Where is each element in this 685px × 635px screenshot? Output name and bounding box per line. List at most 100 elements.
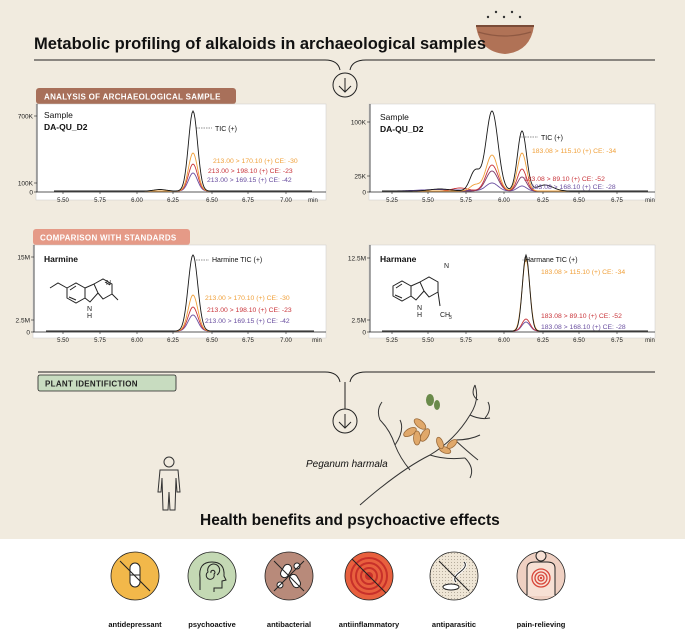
effect-label: pain-relieving	[517, 620, 566, 629]
effect-circle	[187, 551, 237, 601]
plant-name: Peganum harmala	[306, 459, 388, 470]
effect-antibacterial: antibacterial	[264, 551, 314, 629]
transition-label: 183.08 > 89.10 (+) CE: -52	[524, 176, 605, 183]
section-tag-sample: ANALYSIS OF ARCHAEOLOGICAL SAMPLE	[36, 88, 236, 104]
chart-label-line1: Sample	[380, 112, 409, 122]
x-tick-label: min	[645, 198, 655, 204]
pill-crossed-icon	[119, 560, 151, 592]
y-tick-label: 100K	[351, 120, 367, 127]
x-tick-label: min	[312, 338, 322, 344]
chromatogram-trace	[382, 253, 648, 332]
x-tick-label: 5.50	[57, 198, 69, 204]
y-tick-label: 0	[362, 190, 366, 197]
flow-connector-mid	[38, 371, 655, 434]
y-tick-label: 12.5M	[348, 256, 366, 263]
svg-text:PLANT IDENTIFICTION: PLANT IDENTIFICTION	[45, 380, 138, 389]
svg-text:H: H	[87, 313, 92, 320]
y-tick-label: 0	[29, 190, 33, 197]
x-tick-label: 6.00	[131, 198, 143, 204]
y-tick-label: 2.5M	[16, 318, 30, 325]
transition-label: 213.00 > 169.15 (+) CE: -42	[205, 318, 290, 325]
effect-label: antidepressant	[108, 620, 162, 629]
x-tick-label: 6.50	[206, 338, 218, 344]
effect-antiinflammatory: antiinflammatory	[339, 551, 400, 629]
bowl-icon	[476, 10, 534, 54]
y-tick-label: 0	[362, 330, 366, 337]
y-tick-label: 700K	[18, 114, 34, 121]
svg-text:N: N	[87, 306, 92, 313]
x-tick-label: 6.00	[498, 338, 510, 344]
x-tick-label: 7.00	[280, 198, 292, 204]
transition-label: 213.00 > 170.10 (+) CE: -30	[213, 158, 298, 165]
x-tick-label: 7.00	[280, 338, 292, 344]
effect-pain-relieving: pain-relieving	[516, 550, 566, 629]
chart-label: Harmine	[44, 254, 78, 264]
x-tick-label: 5.75	[460, 198, 472, 204]
chromatogram-trace	[54, 109, 312, 192]
svg-text:H: H	[417, 312, 422, 319]
brain-spiral-icon	[199, 561, 227, 592]
section-tag-plant: PLANT IDENTIFICTION	[37, 374, 177, 392]
x-tick-label: 5.50	[422, 338, 434, 344]
effect-label: antiparasitic	[432, 620, 476, 629]
svg-text:3: 3	[449, 315, 452, 321]
svg-text:N: N	[106, 280, 111, 287]
x-tick-label: 6.25	[537, 198, 549, 204]
svg-text:CH: CH	[440, 312, 450, 319]
effect-antiparasitic: antiparasitic	[429, 551, 479, 629]
health-title: Health benefits and psychoactive effects	[200, 512, 500, 529]
human-figure-icon	[157, 456, 181, 511]
x-tick-label: 6.00	[498, 198, 510, 204]
x-tick-label: 5.75	[460, 338, 472, 344]
svg-text:N: N	[444, 263, 449, 270]
tic-label: Harmine TIC (+)	[212, 257, 262, 264]
transition-label: 183.08 > 168.10 (+) CE: -28	[531, 184, 616, 191]
transition-label: 213.00 > 169.15 (+) CE: -42	[207, 177, 292, 184]
bacteria-crossed-icon	[273, 560, 305, 592]
effects-row: antidepressant psychoactive antibacterial a…	[108, 550, 566, 629]
peganum-harmala-illustration	[359, 384, 491, 506]
chart-standard-harmane: 12.5M 2.5M 0 5.25 5.50 5.75 6.00 6.25 6.50 6.75 mi…	[348, 244, 656, 344]
harmine-structure: N N H	[49, 278, 119, 320]
x-tick-label: 5.50	[57, 338, 69, 344]
x-tick-label: 6.25	[167, 338, 179, 344]
transition-label: 183.08 > 168.10 (+) CE: -28	[541, 324, 626, 331]
chart-panel	[368, 103, 656, 201]
x-tick-label: 6.50	[573, 198, 585, 204]
effect-label: antibacterial	[267, 620, 311, 629]
x-tick-label: 6.25	[537, 338, 549, 344]
x-tick-label: 6.25	[167, 198, 179, 204]
transition-label: 183.08 > 89.10 (+) CE: -52	[541, 313, 622, 320]
transition-label: 213.00 > 170.10 (+) CE: -30	[205, 295, 290, 302]
svg-text:ANALYSIS OF ARCHAEOLOGICAL SAM: ANALYSIS OF ARCHAEOLOGICAL SAMPLE	[44, 93, 221, 102]
y-tick-label: 2.5M	[352, 318, 366, 325]
chart-label-line2: DA-QU_D2	[380, 124, 424, 134]
x-tick-label: 6.75	[242, 198, 254, 204]
x-tick-label: 5.25	[386, 198, 398, 204]
parasite-crossed-icon	[438, 560, 470, 592]
x-tick-label: min	[645, 338, 655, 344]
svg-text:N: N	[417, 305, 422, 312]
chart-sample-harmane: 100K 25K 0 5.25 5.50 5.75 6.00 6.25 6.50 6.75 min S…	[351, 103, 656, 204]
chromatogram-trace	[46, 254, 314, 332]
chart-label-line2: DA-QU_D2	[44, 122, 88, 132]
y-tick-label: 0	[26, 330, 30, 337]
x-tick-label: 5.75	[94, 338, 106, 344]
harmane-structure: N N H CH 3	[392, 263, 452, 321]
section-tag-standards: COMPARISON WITH STANDARDS	[33, 229, 190, 245]
tic-label: Harmane TIC (+)	[525, 257, 578, 264]
x-tick-label: 6.50	[206, 198, 218, 204]
x-tick-label: 6.00	[131, 338, 143, 344]
x-tick-label: 5.25	[386, 338, 398, 344]
chart-panel	[32, 244, 327, 339]
chart-sample-harmine: 700K 100K 0 5.50 5.75 6.00 6.25 6.50 6.75 7.00 min…	[18, 103, 327, 204]
chart-panel	[368, 244, 656, 339]
tic-label: TIC (+)	[541, 135, 563, 142]
x-tick-label: 5.75	[94, 198, 106, 204]
inflammation-crossed-icon	[350, 557, 388, 595]
effect-label: psychoactive	[188, 620, 236, 629]
x-tick-label: 6.75	[611, 198, 623, 204]
x-tick-label: 6.50	[573, 338, 585, 344]
pain-back-icon	[526, 550, 556, 596]
flow-connector-top	[34, 59, 655, 98]
